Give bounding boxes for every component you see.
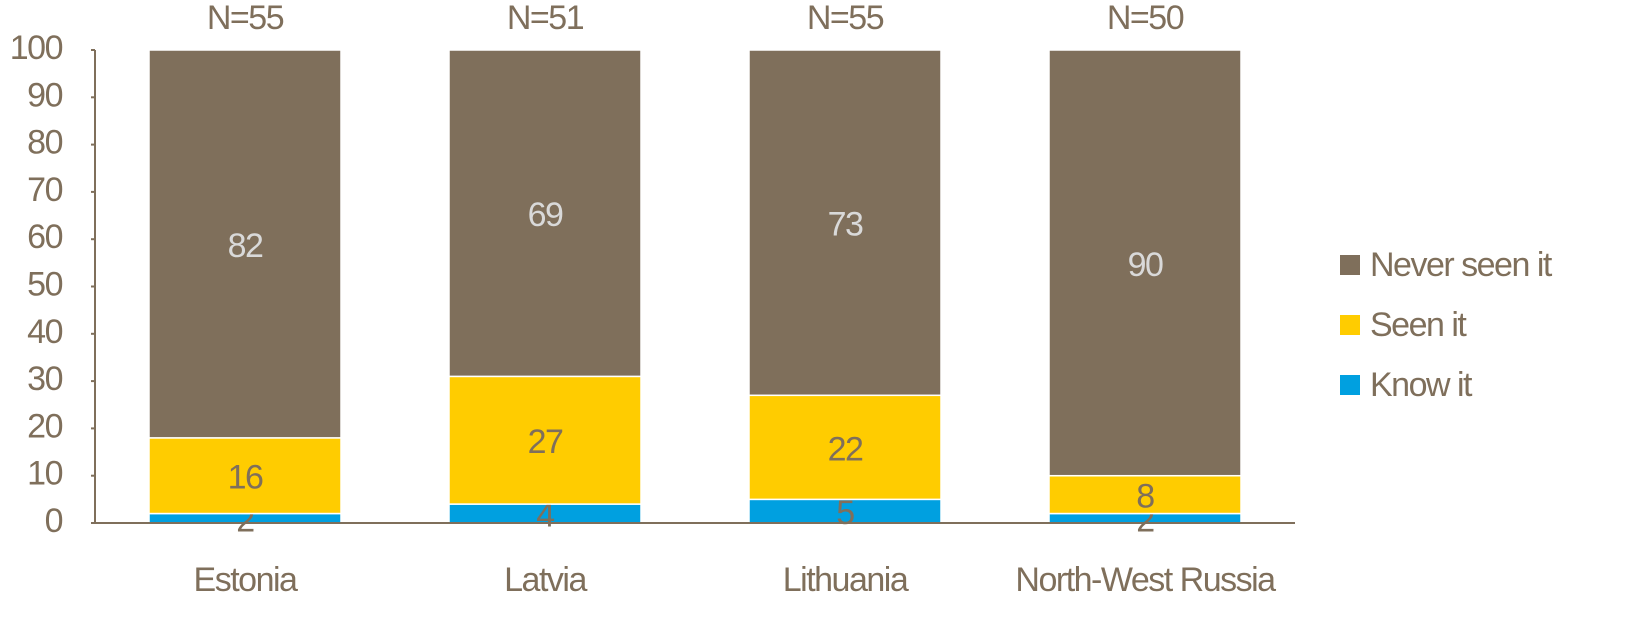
x-tick-label: Estonia: [194, 561, 298, 599]
annotation: N=50: [1107, 0, 1184, 37]
y-tick-label: 50: [27, 265, 62, 303]
y-tick-label: 10: [27, 455, 62, 493]
data-label: 16: [228, 459, 263, 497]
y-tick-label: 90: [27, 76, 62, 114]
annotation: N=55: [207, 0, 284, 37]
data-label: 69: [528, 196, 563, 234]
legend-label: Seen it: [1370, 306, 1467, 344]
x-tick-label: North-West Russia: [1015, 561, 1276, 599]
legend-label: Never seen it: [1370, 246, 1553, 284]
data-label: 8: [1136, 478, 1154, 516]
bar-segment: [748, 49, 942, 397]
y-tick-label: 80: [27, 124, 62, 162]
x-tick-label: Lithuania: [783, 561, 909, 599]
y-tick-label: 40: [27, 313, 62, 351]
data-label: 82: [228, 227, 263, 265]
y-tick-label: 30: [27, 360, 62, 398]
bar-segment: [1048, 474, 1242, 515]
bar-segment: [148, 49, 342, 439]
legend-swatch: [1340, 255, 1360, 275]
bar-segment: [448, 49, 642, 378]
data-label: 4: [536, 497, 554, 535]
y-tick-label: 20: [27, 407, 62, 445]
bar-segment: [448, 375, 642, 505]
data-label: 73: [828, 206, 863, 244]
data-label: 22: [828, 430, 863, 468]
legend-label: Know it: [1370, 366, 1473, 404]
bar-segment: [1048, 49, 1242, 477]
y-tick-label: 70: [27, 171, 62, 209]
annotation: N=51: [507, 0, 584, 37]
bar-segment: [148, 437, 342, 515]
data-label: 27: [528, 423, 563, 461]
legend-swatch: [1340, 315, 1360, 335]
annotation: N=55: [807, 0, 884, 37]
legend-swatch: [1340, 375, 1360, 395]
data-label: 90: [1128, 246, 1163, 284]
y-tick-label: 100: [10, 29, 63, 67]
y-tick-label: 60: [27, 218, 62, 256]
x-tick-label: Latvia: [504, 561, 587, 599]
y-tick-label: 0: [45, 502, 63, 540]
